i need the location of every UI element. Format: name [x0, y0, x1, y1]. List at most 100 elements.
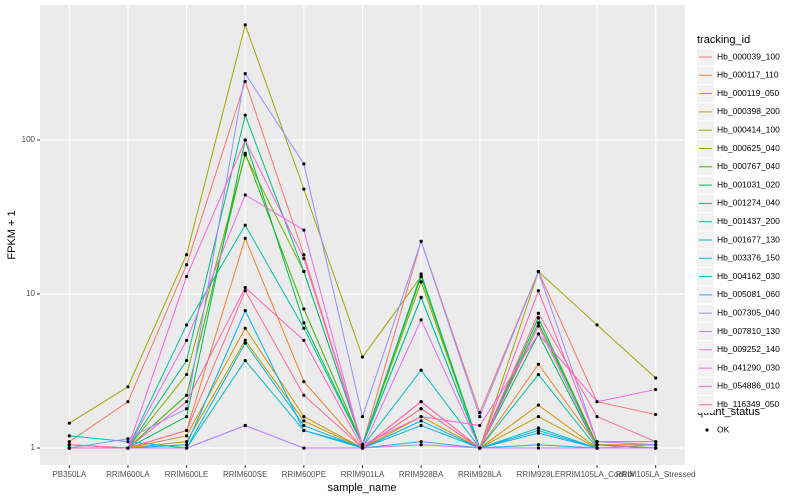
- y-tick-label: 100: [22, 135, 36, 144]
- legend-label: Hb_000767_040: [717, 161, 780, 171]
- point: [302, 338, 306, 342]
- point: [184, 407, 189, 411]
- point: [419, 415, 423, 419]
- point: [184, 428, 189, 433]
- point: [126, 446, 130, 450]
- x-tick-label: RRIM600LE: [165, 470, 209, 479]
- legend-label: Hb_000414_100: [717, 124, 780, 134]
- point: [184, 400, 189, 404]
- x-tick-label: RRIM105LA_Stressed: [616, 470, 696, 479]
- point: [126, 400, 130, 404]
- point: [419, 400, 423, 404]
- point: [302, 228, 306, 232]
- point: [184, 372, 189, 377]
- x-tick-label: RRIM105LA_Control: [560, 470, 634, 479]
- point: [595, 440, 599, 444]
- legend-label: Hb_007810_130: [717, 326, 780, 336]
- point: [536, 431, 541, 435]
- point: [243, 193, 247, 197]
- point: [302, 321, 306, 325]
- legend-label: Hb_009252_140: [717, 344, 780, 354]
- point: [67, 446, 71, 450]
- point: [302, 423, 306, 428]
- point: [243, 79, 247, 84]
- point: [184, 440, 189, 444]
- point: [243, 113, 247, 117]
- point: [126, 437, 130, 441]
- y-tick-label: 10: [26, 289, 35, 298]
- point: [478, 410, 482, 415]
- point: [302, 415, 306, 419]
- legend-label: Hb_041290_030: [717, 362, 780, 372]
- point: [126, 385, 130, 389]
- legend-label: Hb_000117_110: [717, 70, 779, 80]
- x-tick-label: RRIM600LA: [106, 470, 150, 479]
- point: [654, 412, 658, 417]
- point: [536, 426, 541, 430]
- point: [302, 162, 306, 166]
- legend-label: Hb_001437_200: [717, 216, 780, 226]
- point: [360, 355, 365, 359]
- point: [184, 443, 189, 447]
- point: [243, 23, 247, 27]
- point: [419, 423, 423, 428]
- legend2-label: OK: [717, 424, 730, 434]
- x-tick-label: RRIM928LE: [517, 470, 561, 479]
- point: [419, 318, 423, 322]
- points: [67, 23, 658, 450]
- x-tick-label: RRIM928LA: [458, 470, 502, 479]
- legend-label: Hb_000625_040: [717, 143, 780, 153]
- grid: [40, 5, 685, 465]
- point: [536, 372, 541, 377]
- point: [184, 323, 189, 327]
- x-tick-label: RRIM901LA: [341, 470, 385, 479]
- point: [536, 289, 541, 293]
- point: [478, 415, 482, 419]
- point: [419, 407, 423, 411]
- point: [302, 380, 306, 384]
- point: [419, 280, 423, 284]
- point: [419, 443, 423, 447]
- point: [536, 415, 541, 419]
- point: [184, 358, 189, 363]
- x-tick-label: RRIM928BA: [399, 470, 444, 479]
- point: [184, 393, 189, 397]
- point: [654, 376, 658, 380]
- point: [243, 338, 247, 342]
- point: [536, 332, 541, 336]
- legend-label: Hb_005081_060: [717, 289, 780, 299]
- legend-label: Hb_000398_200: [717, 106, 780, 116]
- point: [360, 446, 365, 450]
- legend2-key: [705, 428, 709, 432]
- point: [536, 316, 541, 320]
- point: [243, 138, 247, 142]
- point: [243, 326, 247, 330]
- legend-label: Hb_007305_040: [717, 307, 780, 317]
- legend-title: tracking_id: [697, 34, 750, 46]
- point: [478, 446, 482, 450]
- point: [360, 443, 365, 447]
- point: [302, 326, 306, 330]
- point: [302, 269, 306, 274]
- point: [419, 440, 423, 444]
- point: [595, 443, 599, 447]
- x-tick-label: RRIM600SE: [223, 470, 267, 479]
- legend-label: Hb_003376_150: [717, 253, 780, 263]
- point: [302, 253, 306, 257]
- point: [243, 289, 247, 293]
- point: [302, 256, 306, 261]
- point: [419, 272, 423, 276]
- y-tick-label: 1: [31, 443, 36, 452]
- point: [243, 309, 247, 313]
- point: [67, 421, 71, 425]
- legend-label: Hb_001031_020: [717, 179, 780, 189]
- point: [654, 387, 658, 392]
- point: [243, 341, 247, 345]
- point: [419, 274, 423, 279]
- point: [184, 274, 189, 279]
- point: [302, 307, 306, 311]
- point: [184, 415, 189, 419]
- point: [184, 263, 189, 267]
- legend-label: Hb_000119_050: [717, 88, 780, 98]
